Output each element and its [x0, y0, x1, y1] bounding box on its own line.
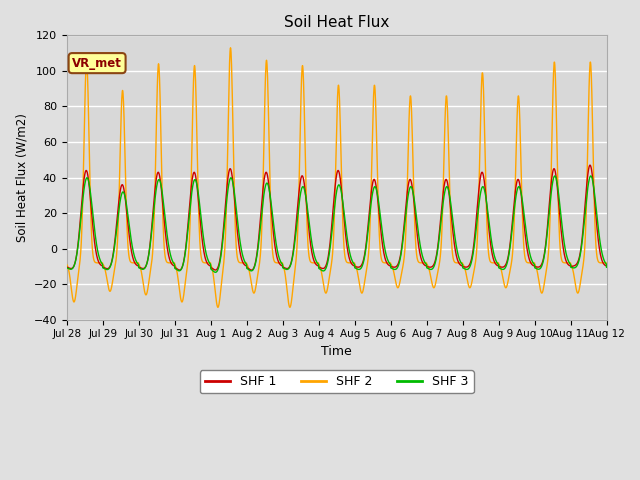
Legend: SHF 1, SHF 2, SHF 3: SHF 1, SHF 2, SHF 3 — [200, 370, 474, 393]
X-axis label: Time: Time — [321, 345, 352, 358]
Title: Soil Heat Flux: Soil Heat Flux — [284, 15, 389, 30]
Text: VR_met: VR_met — [72, 57, 122, 70]
Y-axis label: Soil Heat Flux (W/m2): Soil Heat Flux (W/m2) — [15, 113, 28, 242]
